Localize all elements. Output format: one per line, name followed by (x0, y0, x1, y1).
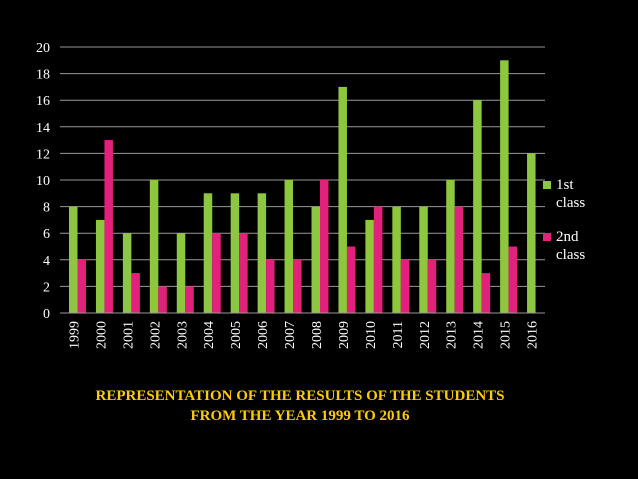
bar (266, 259, 275, 313)
bar (293, 259, 302, 313)
legend-swatch (543, 233, 551, 241)
bar (104, 140, 113, 313)
y-tick-label: 0 (43, 307, 50, 322)
bar (365, 219, 374, 313)
x-tick-label: 2001 (121, 321, 136, 349)
bar (77, 259, 86, 313)
bar (69, 206, 78, 313)
y-tick-label: 14 (36, 121, 50, 136)
x-tick-label: 2000 (94, 321, 109, 349)
bar (158, 286, 167, 313)
bar (230, 193, 240, 313)
x-tick-label: 2009 (337, 321, 352, 349)
legend-label: 2nd class (556, 229, 586, 263)
bar (320, 180, 329, 313)
x-tick-label: 2002 (148, 321, 163, 349)
bar (95, 219, 105, 313)
y-tick-label: 10 (36, 174, 50, 189)
bar (500, 60, 509, 313)
x-tick-label: 2003 (175, 321, 190, 349)
x-tick-label: 1999 (67, 321, 82, 349)
bar (122, 233, 132, 313)
bar (446, 180, 455, 313)
y-tick-label: 18 (36, 68, 50, 83)
x-tick-label: 2005 (229, 321, 244, 349)
chart-title: FROM THE YEAR 1999 TO 2016 (190, 408, 410, 424)
y-tick-label: 16 (36, 94, 50, 109)
legend-swatch (543, 181, 551, 189)
bar (212, 233, 221, 313)
bar (185, 286, 194, 313)
bar (131, 273, 140, 313)
bar (239, 233, 248, 313)
legend-item: 1st class (543, 176, 593, 212)
x-tick-label: 2007 (283, 321, 298, 349)
y-tick-label: 8 (43, 201, 50, 216)
y-tick-label: 12 (36, 147, 50, 162)
y-tick-label: 2 (43, 280, 50, 295)
bar (527, 153, 536, 313)
x-tick-label: 2008 (310, 321, 325, 349)
bar (508, 246, 518, 313)
y-tick-label: 6 (43, 227, 50, 242)
x-tick-label: 2014 (472, 321, 487, 349)
x-tick-label: 2015 (499, 321, 514, 349)
bar (284, 180, 294, 313)
bar (176, 233, 186, 313)
y-tick-label: 4 (43, 254, 50, 269)
chart-title: REPRESENTATION OF THE RESULTS OF THE STU… (95, 388, 505, 404)
bar (203, 193, 213, 313)
y-tick-label: 20 (36, 41, 50, 56)
bar (400, 259, 410, 313)
bar (338, 86, 347, 314)
bar (373, 206, 383, 313)
bar (346, 246, 356, 313)
bar (481, 273, 491, 313)
x-tick-label: 2016 (526, 321, 541, 349)
bar (419, 206, 428, 313)
bar (392, 206, 401, 313)
x-tick-label: 2012 (418, 321, 433, 349)
bar (257, 193, 267, 313)
legend-item: 2nd class (543, 228, 593, 264)
x-tick-label: 2004 (202, 321, 217, 349)
legend-label: 1st class (556, 177, 586, 211)
x-tick-label: 2013 (445, 321, 460, 349)
bar (454, 206, 464, 313)
x-tick-label: 2011 (391, 321, 406, 348)
bar (149, 180, 159, 313)
bar (311, 206, 320, 313)
x-tick-label: 2006 (256, 321, 271, 349)
bar (427, 259, 437, 313)
x-tick-label: 2010 (364, 321, 379, 349)
bar (473, 100, 482, 313)
